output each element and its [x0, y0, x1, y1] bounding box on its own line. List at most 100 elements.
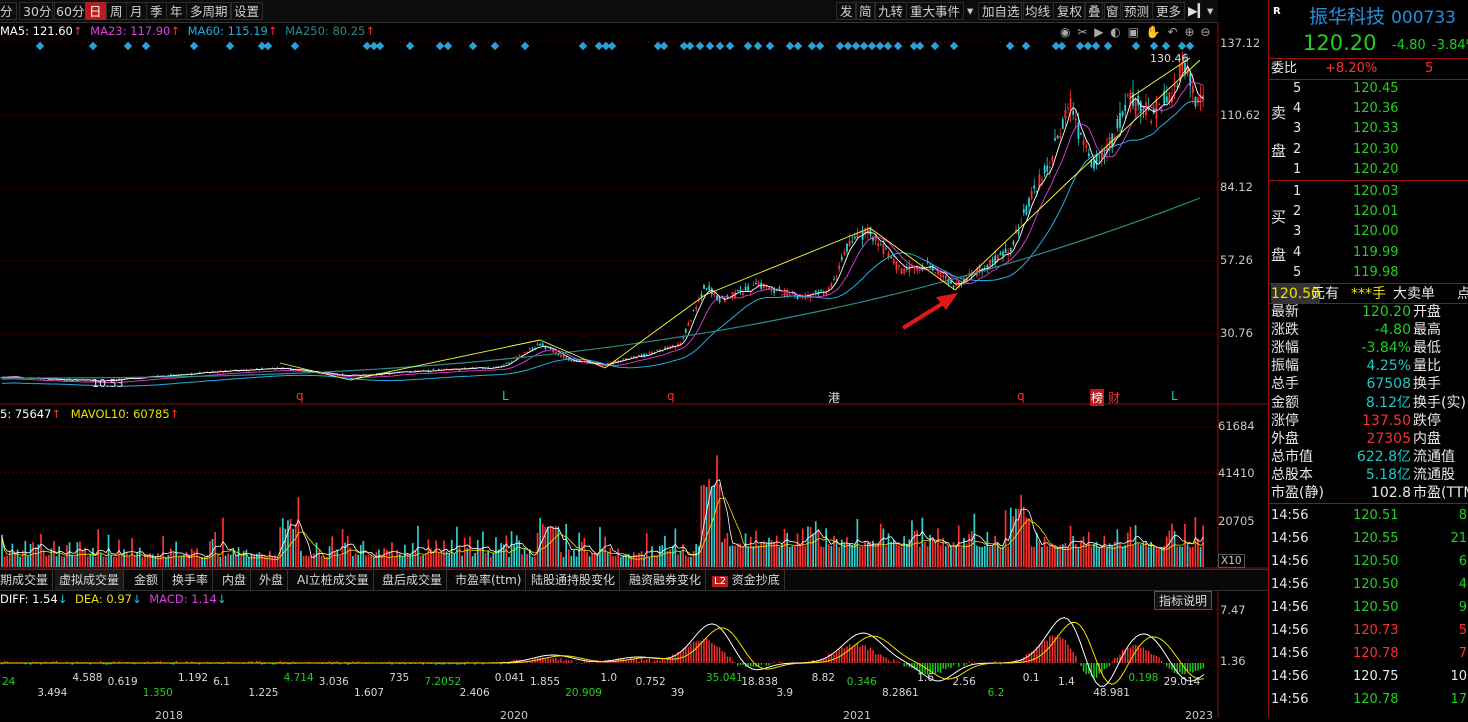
tab-hk-connect[interactable]: 陆股通持股变化 — [527, 570, 620, 590]
period-month[interactable]: 月 — [126, 2, 147, 20]
candle-body — [877, 243, 879, 246]
major-events-button[interactable]: 重大事件 — [906, 2, 964, 20]
period-year[interactable]: 年 — [166, 2, 187, 20]
volume-bar — [555, 526, 557, 567]
macd-bar — [716, 646, 717, 663]
event-marker[interactable]: L — [1171, 389, 1178, 403]
event-marker[interactable]: 榜 — [1090, 389, 1104, 406]
signal-diamond — [1022, 42, 1030, 50]
candle-body — [1179, 64, 1181, 78]
toolbar-fa[interactable]: 发 — [836, 2, 857, 20]
macd-bar — [560, 658, 561, 663]
high-price-label: 130.46 — [1150, 52, 1189, 65]
tab-ai-volume[interactable]: AI立桩成交量 — [293, 570, 374, 590]
event-marker[interactable]: 港 — [828, 389, 840, 406]
event-marker[interactable]: q — [667, 389, 675, 403]
volume-bar — [1023, 507, 1025, 567]
signal-diamond — [794, 42, 802, 50]
period-day[interactable]: 日 — [85, 2, 106, 20]
volume-bar — [857, 519, 859, 567]
tab-margin[interactable]: 融资融券变化 — [625, 570, 706, 590]
adjust-button[interactable]: 复权 — [1053, 2, 1086, 20]
candle-body — [511, 361, 513, 362]
volume-bar — [1054, 547, 1056, 567]
macd-bar — [846, 646, 847, 663]
candle-body — [747, 286, 749, 291]
add-watchlist-button[interactable]: 加自选 — [978, 2, 1024, 20]
kline-chart[interactable] — [0, 22, 1268, 718]
tab-capital-bottom[interactable]: L2 资金抄底 — [708, 570, 785, 590]
candle-body — [935, 272, 937, 273]
multi-period-button[interactable]: 多周期 — [186, 2, 232, 20]
candle-body — [740, 290, 742, 291]
tab-virtual-volume[interactable]: 虚拟成交量 — [55, 570, 124, 590]
period-week[interactable]: 周 — [106, 2, 127, 20]
candle-body — [1124, 105, 1126, 111]
chevron-down-icon[interactable]: ▾ — [1204, 2, 1216, 20]
chevron-down-icon[interactable]: ▾ — [964, 2, 976, 20]
ma-lines-button[interactable]: 均线 — [1021, 2, 1054, 20]
volume-bar — [737, 543, 739, 567]
toolbar-jiuzhuan[interactable]: 九转 — [874, 2, 907, 20]
stat-label: 跌停 — [1413, 412, 1441, 430]
period-quarter[interactable]: 季 — [146, 2, 167, 20]
tab-amount[interactable]: 金额 — [130, 570, 163, 590]
volume-bar — [438, 553, 440, 567]
period-60min[interactable]: 60分 — [52, 2, 88, 20]
volume-bar — [1179, 546, 1181, 567]
tab-pe-ttm[interactable]: 市盈率(ttm) — [451, 570, 526, 590]
volume-bar — [48, 555, 50, 567]
volume-bar — [35, 547, 37, 567]
candle-body — [968, 273, 970, 274]
period-30min[interactable]: 30分 — [19, 2, 55, 20]
indicator-help-button[interactable]: 指标说明 — [1154, 591, 1212, 610]
candle-body — [503, 365, 505, 366]
volume-bar — [500, 543, 502, 567]
volume-bar — [706, 487, 708, 567]
settings-button[interactable]: 设置 — [230, 2, 263, 20]
event-marker[interactable]: L — [502, 389, 509, 403]
stat-value: 67508 — [1366, 375, 1411, 393]
tab-outer[interactable]: 外盘 — [255, 570, 288, 590]
toolbar-jian[interactable]: 简 — [855, 2, 876, 20]
event-marker[interactable]: 财 — [1108, 389, 1120, 406]
tab-inner[interactable]: 内盘 — [218, 570, 251, 590]
macd-bar — [1145, 650, 1146, 663]
tab-after-hours-volume[interactable]: 盘后成交量 — [378, 570, 447, 590]
tab-period-volume[interactable]: 期成交量 — [0, 570, 53, 590]
more-button[interactable]: 更多 — [1152, 2, 1185, 20]
volume-bar — [1189, 547, 1191, 567]
forecast-button[interactable]: 预测 — [1120, 2, 1153, 20]
volume-bar — [586, 552, 588, 567]
macd-bar — [1127, 648, 1128, 663]
volume-bar — [1052, 543, 1054, 567]
event-marker[interactable]: q — [1017, 389, 1025, 403]
macd-bar — [1080, 663, 1081, 666]
candle-body — [701, 294, 703, 297]
volume-bar — [571, 556, 573, 567]
stat-label: 振幅 — [1271, 357, 1299, 375]
candle-body — [815, 291, 817, 293]
volume-bar — [526, 554, 528, 567]
macd-bar — [628, 660, 629, 663]
candle-body — [1054, 138, 1056, 141]
volume-bar — [313, 553, 315, 567]
candle-body — [1028, 198, 1030, 206]
volume-bar — [389, 551, 391, 567]
period-minute[interactable]: 分 — [0, 2, 17, 20]
tab-turnover[interactable]: 换手率 — [168, 570, 213, 590]
r-icon[interactable]: R — [1273, 6, 1281, 17]
volume-bar — [282, 518, 284, 567]
event-marker[interactable]: q — [296, 389, 304, 403]
